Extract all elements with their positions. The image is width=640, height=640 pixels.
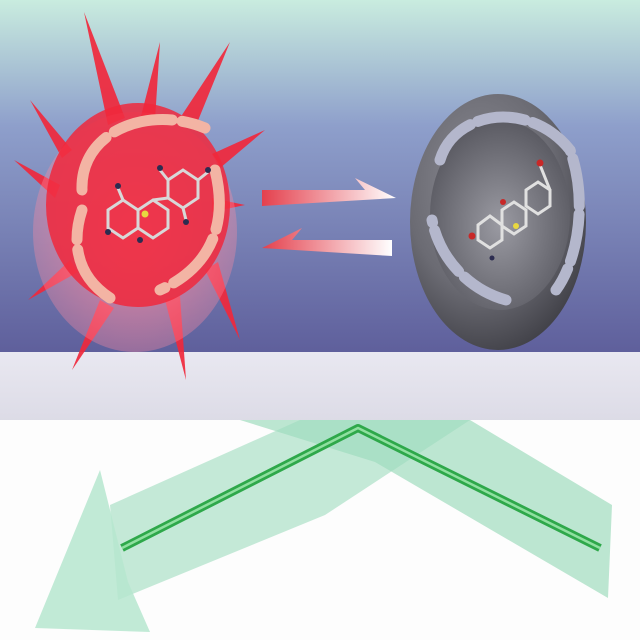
quenched-molecule-structure-icon [476, 164, 552, 250]
beam-band-right [240, 420, 612, 598]
beam-arrowhead-icon [35, 470, 150, 632]
cage-ring-left [71, 114, 225, 304]
cage-ring-right [426, 111, 585, 306]
beam-core-highlight [121, 426, 601, 550]
reverse-arrow-icon [262, 228, 392, 256]
fluorescent-shell [46, 103, 230, 307]
equilibrium-arrows [262, 178, 396, 256]
beam-band-left [110, 420, 470, 600]
surface-slab [0, 352, 640, 422]
molecule-atoms [105, 165, 211, 243]
fluorescent-molecule-cage [14, 12, 265, 380]
reflected-light-beam [35, 420, 612, 632]
forward-arrow-icon [262, 178, 396, 206]
molecule-structure-icon [106, 168, 209, 240]
quenched-molecule-cage [410, 94, 586, 350]
quenched-molecule-atoms [468, 159, 544, 261]
quenched-inner [430, 120, 570, 310]
